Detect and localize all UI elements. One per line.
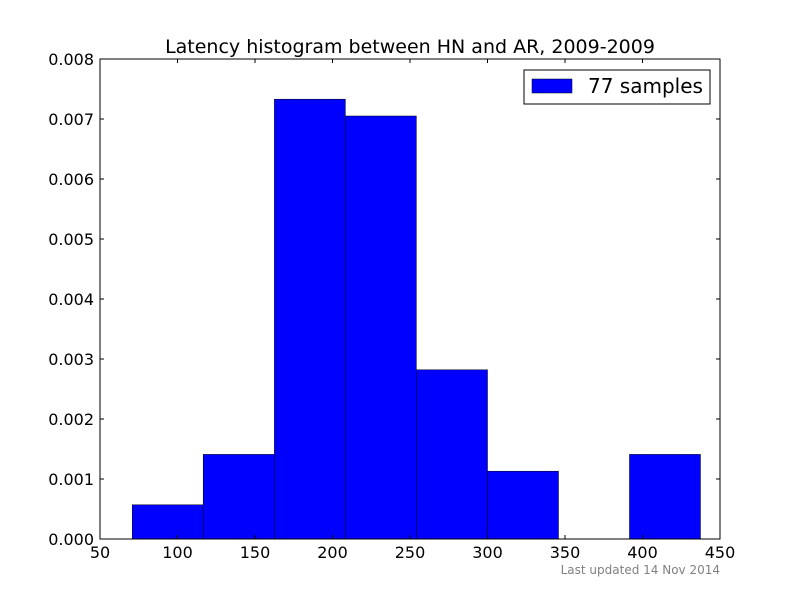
y-tick-label: 0.003 (48, 350, 94, 369)
y-tick-label: 0.002 (48, 410, 94, 429)
x-tick-label: 150 (240, 543, 271, 562)
plot-frame (99, 58, 721, 540)
histogram-bar (274, 98, 346, 540)
y-tick-label: 0.007 (48, 110, 94, 129)
histogram-bar (487, 470, 559, 540)
x-tick-label: 450 (705, 543, 736, 562)
histogram-bar (131, 504, 204, 540)
legend: 77 samples (523, 69, 711, 105)
x-tick-label: 350 (550, 543, 581, 562)
y-tick-label: 0.005 (48, 230, 94, 249)
x-tick-label: 400 (627, 543, 658, 562)
y-tick-label: 0.001 (48, 470, 94, 489)
histogram-bar (416, 369, 488, 540)
y-tick-label: 0.008 (48, 50, 94, 69)
y-tick-label: 0.004 (48, 290, 94, 309)
chart-title: Latency histogram between HN and AR, 200… (165, 36, 655, 58)
x-tick-label: 300 (472, 543, 503, 562)
ticks-layer: 50 100 150 200 250 300 350 400 450 0.000 0.001 0.00… (48, 50, 735, 562)
y-tick-label: 0.000 (48, 530, 94, 549)
y-tick-label: 0.006 (48, 170, 94, 189)
x-tick-label: 200 (317, 543, 348, 562)
x-tick-label: 100 (162, 543, 193, 562)
histogram-bar (202, 454, 275, 540)
x-tick-label: 250 (395, 543, 426, 562)
bars-layer (131, 98, 701, 540)
legend-swatch (531, 78, 573, 94)
histogram-bar (345, 115, 417, 540)
legend-label: 77 samples (588, 74, 703, 98)
x-tick-label: 50 (90, 543, 110, 562)
histogram-bar (629, 454, 701, 540)
last-updated-text: Last updated 14 Nov 2014 (561, 563, 720, 577)
